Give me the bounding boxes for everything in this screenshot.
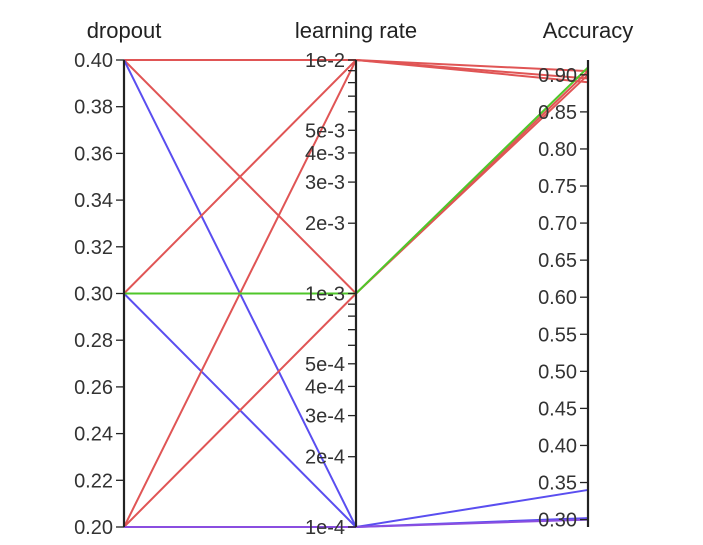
tick-label-learning_rate: 1e-3 [305, 284, 345, 306]
tick-label-dropout: 0.20 [74, 517, 113, 539]
axis-learning_rate[interactable]: learning rate 1e-4 2e-4 3e-4 4e-45e-4 1e-3 2e-… [295, 18, 417, 539]
tick-label-accuracy: 0.90 [538, 65, 577, 87]
tick-label-learning_rate: 4e-3 [305, 143, 345, 165]
axis-accuracy[interactable]: Accuracy 0.30 0.35 0.40 0.45 0.50 0.55 0.60 0.65… [538, 18, 633, 532]
tick-label-dropout: 0.30 [74, 284, 113, 306]
tick-label-dropout: 0.40 [74, 50, 113, 72]
tick-label-accuracy: 0.65 [538, 250, 577, 272]
tick-label-accuracy: 0.70 [538, 213, 577, 235]
tick-label-learning_rate: 3e-3 [305, 172, 345, 194]
axis-title-accuracy: Accuracy [543, 18, 633, 43]
tick-label-dropout: 0.36 [74, 143, 113, 165]
tick-label-learning_rate: 1e-2 [305, 50, 345, 72]
tick-label-learning_rate: 2e-4 [305, 447, 345, 469]
axis-dropout[interactable]: dropout 0.20 0.22 0.24 0.26 0.28 0.30 0.32 0.34 0… [74, 18, 161, 539]
tick-label-dropout: 0.32 [74, 237, 113, 259]
tick-label-accuracy: 0.75 [538, 176, 577, 198]
tick-label-accuracy: 0.40 [538, 435, 577, 457]
tick-label-dropout: 0.26 [74, 377, 113, 399]
tick-label-dropout: 0.28 [74, 330, 113, 352]
tick-label-learning_rate: 3e-4 [305, 406, 345, 428]
axes-layer: dropout 0.20 0.22 0.24 0.26 0.28 0.30 0.32 0.34 0… [74, 18, 633, 539]
tick-label-learning_rate: 4e-4 [305, 376, 345, 398]
tick-label-accuracy: 0.55 [538, 324, 577, 346]
tick-label-accuracy: 0.85 [538, 102, 577, 124]
tick-label-dropout: 0.38 [74, 97, 113, 119]
tick-label-learning_rate: 2e-3 [305, 213, 345, 235]
tick-label-accuracy: 0.50 [538, 361, 577, 383]
tick-label-learning_rate: 5e-4 [305, 354, 345, 376]
tick-label-accuracy: 0.30 [538, 510, 577, 532]
tick-label-accuracy: 0.80 [538, 139, 577, 161]
tick-label-accuracy: 0.60 [538, 287, 577, 309]
tick-label-dropout: 0.24 [74, 424, 113, 446]
tick-label-accuracy: 0.45 [538, 398, 577, 420]
axis-title-dropout: dropout [87, 18, 162, 43]
tick-label-dropout: 0.34 [74, 190, 113, 212]
axis-title-learning_rate: learning rate [295, 18, 417, 43]
tick-label-accuracy: 0.35 [538, 473, 577, 495]
tick-label-learning_rate: 1e-4 [305, 517, 345, 539]
tick-label-learning_rate: 5e-3 [305, 120, 345, 142]
tick-label-dropout: 0.22 [74, 470, 113, 492]
